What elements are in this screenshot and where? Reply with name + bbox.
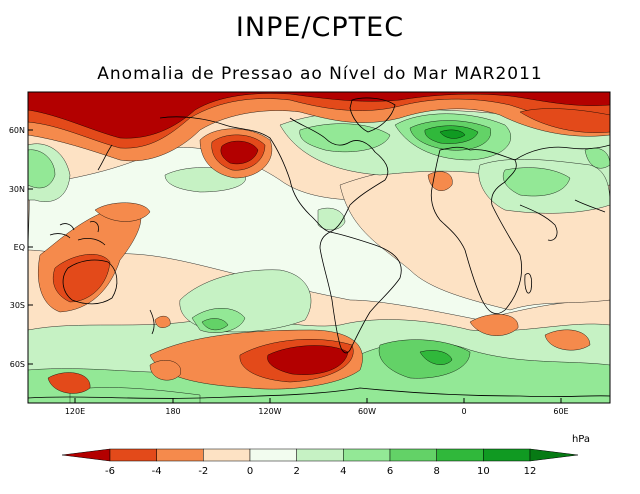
colorbar-extend-high bbox=[529, 448, 579, 462]
colorbar-segment bbox=[203, 448, 251, 462]
field-neg2-south-patch-3 bbox=[544, 329, 591, 351]
colorbar-labels: -6 -4 -2 0 2 4 6 8 10 12 bbox=[105, 466, 536, 477]
coast-japan bbox=[97, 144, 113, 171]
field-pos4-north-atlantic bbox=[299, 123, 391, 153]
coast-south-america bbox=[319, 231, 402, 354]
colorbar-segment bbox=[483, 448, 531, 462]
field-pos6-south bbox=[378, 339, 471, 379]
lon-label: 60E bbox=[553, 407, 568, 416]
coast-australia bbox=[62, 259, 118, 305]
colorbar-segment bbox=[389, 448, 437, 462]
colorbar-tick-label: 6 bbox=[387, 466, 393, 477]
colorbar-tick-label: -6 bbox=[105, 466, 115, 477]
coast-indonesia bbox=[49, 221, 106, 246]
colorbar-segment bbox=[109, 448, 157, 462]
lon-label: 180 bbox=[165, 407, 180, 416]
field-neg6-alaska bbox=[220, 140, 259, 165]
colorbar-segment bbox=[296, 448, 344, 462]
colorbar-segment bbox=[343, 448, 391, 462]
lat-label: 30S bbox=[10, 301, 25, 310]
colorbar-tick-label: 12 bbox=[524, 466, 537, 477]
coast-greenland bbox=[349, 97, 396, 133]
field-neg2-south-patch-1 bbox=[149, 360, 181, 381]
colorbar-segments bbox=[61, 448, 579, 462]
latitude-axis: 60N 30N EQ 30S 60S bbox=[9, 126, 33, 369]
field-neg4-east-asia-patch bbox=[519, 108, 610, 133]
field-pos4-west-pacific bbox=[28, 149, 56, 189]
colorbar-segment bbox=[249, 448, 297, 462]
longitude-axis: 120E 180 120W 60W 0 60E bbox=[65, 398, 569, 416]
field-pos4-asia bbox=[502, 167, 571, 197]
coast-asia bbox=[514, 144, 610, 241]
colorbar-tick-label: 8 bbox=[433, 466, 439, 477]
field-pos10-europe bbox=[439, 129, 466, 139]
coastlines bbox=[28, 97, 610, 399]
colorbar-segment bbox=[436, 448, 484, 462]
field-neg6-arctic bbox=[28, 92, 610, 139]
field-pos8-south bbox=[419, 350, 453, 365]
colorbar-segment bbox=[156, 448, 204, 462]
lat-label: 60N bbox=[9, 126, 25, 135]
lat-label: 60S bbox=[10, 360, 25, 369]
lon-label: 60W bbox=[358, 407, 376, 416]
colorbar-unit: hPa bbox=[572, 434, 590, 445]
field-neg4-southwest-patch bbox=[47, 372, 91, 394]
lon-label: 120E bbox=[65, 407, 85, 416]
field-neg2-south-patch-2 bbox=[469, 314, 519, 336]
colorbar-tick-label: 10 bbox=[477, 466, 490, 477]
lon-label: 0 bbox=[461, 407, 466, 416]
field-pos6-south-pacific bbox=[201, 318, 229, 331]
coast-new-zealand bbox=[149, 309, 155, 335]
colorbar-tick-label: 4 bbox=[340, 466, 346, 477]
coast-antarctica bbox=[28, 387, 610, 399]
colorbar-tick-label: -4 bbox=[152, 466, 162, 477]
lat-label: EQ bbox=[14, 243, 25, 252]
coast-north-america bbox=[159, 116, 389, 233]
field-neg4-australia bbox=[52, 254, 111, 303]
coast-madagascar bbox=[524, 273, 533, 294]
colorbar-tick-label: -2 bbox=[198, 466, 208, 477]
field-neg2-south-patch-5 bbox=[154, 315, 171, 328]
coast-europe-africa bbox=[430, 146, 522, 314]
map-subtitle: Anomalia de Pressao ao Nível do Mar MAR2… bbox=[97, 64, 543, 84]
colorbar-tick-label: 0 bbox=[247, 466, 253, 477]
map-title: INPE/CPTEC bbox=[235, 12, 405, 43]
lon-label: 120W bbox=[258, 407, 281, 416]
lat-label: 30N bbox=[9, 185, 25, 194]
colorbar: hPa -6 -4 -2 0 2 4 6 8 10 12 bbox=[61, 434, 590, 477]
anomaly-field bbox=[28, 92, 610, 403]
colorbar-tick-label: 2 bbox=[293, 466, 299, 477]
field-neg2-central-pacific bbox=[94, 202, 151, 222]
field-neg6-south-pacific bbox=[267, 345, 349, 375]
colorbar-extend-low bbox=[61, 448, 111, 462]
